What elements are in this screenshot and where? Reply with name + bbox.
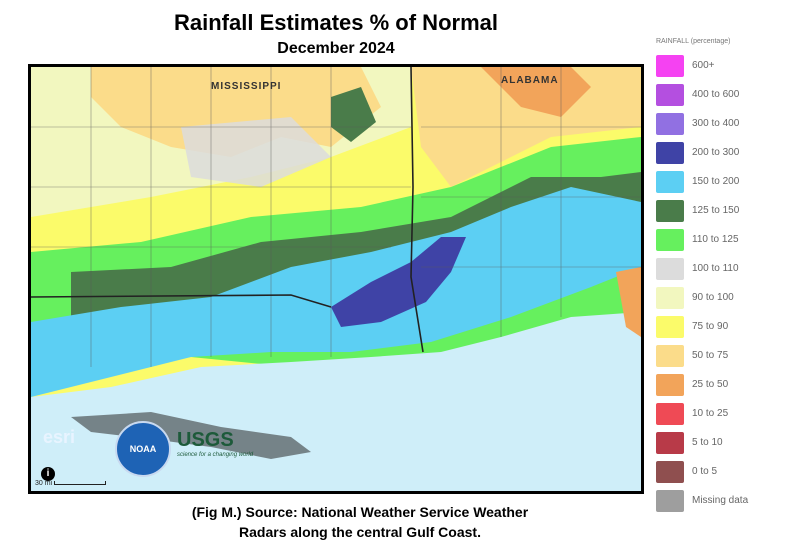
legend-swatch [656, 315, 684, 338]
legend-item: 0 to 5 [656, 457, 781, 486]
scale-bar-line [54, 481, 107, 486]
legend-label: 0 to 5 [692, 466, 718, 477]
legend-swatch [656, 228, 684, 251]
esri-logo: esri [43, 427, 76, 447]
legend-swatch [656, 83, 684, 106]
legend-label: 90 to 100 [692, 292, 734, 303]
legend-swatch [656, 373, 684, 396]
legend-item: 150 to 200 [656, 167, 781, 196]
legend-label: 200 to 300 [692, 147, 740, 158]
legend-item: 200 to 300 [656, 138, 781, 167]
caption-line-1: (Fig M.) Source: National Weather Servic… [191, 504, 529, 520]
legend-swatch [656, 402, 684, 425]
legend-label: 75 to 90 [692, 321, 729, 332]
state-label-mississippi: MISSISSIPPI [211, 81, 282, 92]
region-150-200-band [31, 187, 641, 397]
legend-swatch [656, 112, 684, 135]
legend-item: 90 to 100 [656, 283, 781, 312]
legend-swatch [656, 141, 684, 164]
legend: RAINFALL (percentage) 600+ 400 to 600 300 … [656, 38, 781, 515]
legend-swatch [656, 170, 684, 193]
legend-label: 125 to 150 [692, 205, 740, 216]
region-125-150-north [331, 87, 376, 142]
region-200-300-core [331, 237, 466, 327]
usgs-logo: USGS science for a changing world [177, 429, 254, 458]
legend-swatch [656, 460, 684, 483]
rainfall-map-canvas [31, 67, 641, 491]
figure-caption: (Fig M.) Source: National Weather Servic… [150, 502, 570, 542]
legend-item: Missing data [656, 486, 781, 515]
legend-item: 5 to 10 [656, 428, 781, 457]
legend-items: 600+ 400 to 600 300 to 400 200 to 300 150 to… [656, 51, 781, 515]
info-icon[interactable]: i [41, 467, 55, 481]
legend-title: RAINFALL (percentage) [656, 38, 731, 45]
scale-bar: 30 mi [35, 480, 107, 487]
legend-item: 125 to 150 [656, 196, 781, 225]
legend-swatch [656, 489, 684, 512]
legend-label: 10 to 25 [692, 408, 729, 419]
legend-swatch [656, 286, 684, 309]
boundary-la-ms [31, 294, 332, 308]
legend-item: 300 to 400 [656, 109, 781, 138]
state-label-alabama: ALABAMA [501, 75, 559, 86]
rainfall-map[interactable]: MISSISSIPPI ALABAMA esri NOAA USGS scien… [28, 64, 644, 494]
map-subtitle: December 2024 [277, 40, 395, 57]
boundary-ms-al [410, 67, 424, 353]
map-title: Rainfall Estimates % of Normal [174, 10, 498, 35]
legend-item: 25 to 50 [656, 370, 781, 399]
legend-label: 50 to 75 [692, 350, 729, 361]
gulf-water [31, 312, 641, 491]
legend-label: 600+ [692, 60, 715, 71]
legend-label: Missing data [692, 495, 749, 506]
county-lines [31, 67, 641, 367]
region-25-50-southeast [616, 267, 641, 337]
legend-item: 400 to 600 [656, 80, 781, 109]
legend-swatch [656, 257, 684, 280]
legend-swatch [656, 54, 684, 77]
caption-line-2: Radars along the central Gulf Coast. [239, 524, 481, 540]
legend-label: 300 to 400 [692, 118, 740, 129]
region-25-50-northeast [481, 67, 591, 117]
legend-label: 5 to 10 [692, 437, 723, 448]
state-boundaries [31, 67, 424, 353]
region-100-110-north [181, 117, 331, 187]
legend-item: 75 to 90 [656, 312, 781, 341]
legend-label: 25 to 50 [692, 379, 729, 390]
scale-label: 30 mi [35, 480, 53, 487]
legend-item: 110 to 125 [656, 225, 781, 254]
legend-swatch [656, 344, 684, 367]
legend-item: 10 to 25 [656, 399, 781, 428]
legend-label: 110 to 125 [692, 234, 739, 245]
legend-swatch [656, 431, 684, 454]
legend-label: 150 to 200 [692, 176, 740, 187]
legend-label: 400 to 600 [692, 89, 740, 100]
legend-item: 100 to 110 [656, 254, 781, 283]
noaa-logo: NOAA [115, 421, 171, 477]
legend-item: 600+ [656, 51, 781, 80]
legend-item: 50 to 75 [656, 341, 781, 370]
legend-label: 100 to 110 [692, 263, 739, 274]
legend-swatch [656, 199, 684, 222]
